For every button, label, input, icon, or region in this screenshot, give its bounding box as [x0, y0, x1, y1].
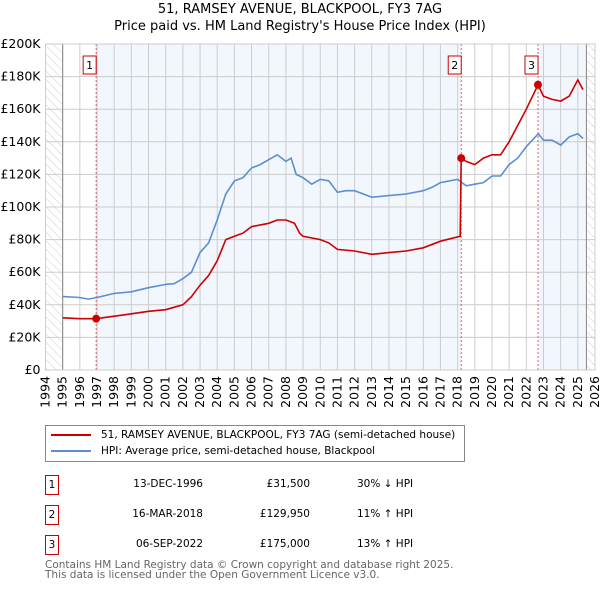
x-tick-label: 2019: [467, 376, 482, 408]
sale-label: 1: [86, 59, 93, 72]
x-tick-label: 2026: [587, 376, 600, 408]
chart-subtitle: Price paid vs. HM Land Registry's House …: [114, 19, 486, 34]
sale-label-box: [524, 55, 539, 75]
sale-price: £175,000: [259, 538, 310, 550]
sale-price: £129,950: [259, 508, 310, 520]
x-tick-label: 2023: [535, 376, 550, 408]
x-tick-label: 2003: [192, 376, 207, 408]
sale-hpi: 30% ↓ HPI: [357, 478, 414, 490]
sale-row: 3 06-SEP-2022 £175,000 13% ↑ HPI: [45, 535, 465, 555]
sale-row: 2 16-MAR-2018 £129,950 11% ↑ HPI: [45, 505, 465, 525]
x-tick-label: 2008: [278, 376, 293, 408]
y-tick-label: £200K: [0, 36, 41, 51]
footer-line2: This data is licensed under the Open Gov…: [45, 569, 380, 581]
y-tick-label: £40K: [8, 297, 41, 312]
x-tick-label: 2001: [158, 376, 173, 408]
sale-label: 2: [451, 59, 458, 72]
x-tick-label: 1996: [72, 376, 87, 408]
y-tick-label: £100K: [0, 199, 41, 214]
y-tick-label: £0: [25, 362, 41, 377]
x-tick-label: 2024: [553, 376, 568, 408]
legend-label-hpi: HPI: Average price, semi-detached house,…: [101, 445, 376, 457]
chart-plot: £0 £20K £40K £60K £80K £100K £120K £140K £160K £1…: [0, 36, 600, 408]
x-tick-label: 2009: [295, 376, 310, 408]
sale-hpi: 11% ↑ HPI: [357, 508, 414, 520]
x-tick-label: 2000: [141, 376, 156, 408]
x-tick-label: 2002: [175, 376, 190, 408]
x-tick-label: 2020: [484, 376, 499, 408]
sale-date: 16-MAR-2018: [132, 508, 203, 520]
legend-label-property: 51, RAMSEY AVENUE, BLACKPOOL, FY3 7AG (s…: [101, 429, 456, 441]
x-tick-label: 2011: [329, 376, 344, 408]
x-tick-label: 1995: [55, 376, 70, 408]
sale-hpi: 13% ↑ HPI: [357, 538, 414, 550]
sale-point: [92, 314, 101, 323]
x-tick-label: 2022: [518, 376, 533, 408]
legend-swatch-hpi: [51, 450, 91, 452]
x-tick-label: 2016: [415, 376, 430, 408]
x-tick-label: 2014: [381, 376, 396, 408]
x-tick-label: 2021: [501, 376, 516, 408]
legend: 51, RAMSEY AVENUE, BLACKPOOL, FY3 7AG (s…: [45, 425, 465, 462]
x-tick-label: 2010: [312, 376, 327, 408]
sale-point: [533, 80, 542, 89]
legend-swatch-property: [51, 434, 91, 436]
plot-border: [45, 43, 596, 371]
x-tick-label: 2025: [570, 376, 585, 408]
x-tick-label: 2018: [450, 376, 465, 408]
x-tick-label: 1997: [89, 376, 104, 408]
footer-line1: Contains HM Land Registry data © Crown c…: [45, 559, 454, 571]
y-tick-label: £120K: [0, 166, 41, 181]
x-tick-label: 2005: [226, 376, 241, 408]
sale-marker: 2: [45, 505, 59, 525]
x-tick-label: 2004: [209, 376, 224, 408]
series-line-hpi: [62, 132, 584, 300]
x-tick-label: 2017: [432, 376, 447, 408]
y-tick-label: £140K: [0, 134, 41, 149]
x-tick-label: 1999: [123, 376, 138, 408]
sale-date: 13-DEC-1996: [133, 478, 203, 490]
y-tick-label: £160K: [0, 101, 41, 116]
y-tick-label: £20K: [8, 329, 41, 344]
sale-marker: 1: [45, 475, 59, 495]
sale-price: £31,500: [266, 478, 310, 490]
x-tick-label: 2013: [364, 376, 379, 408]
sale-label-box: [447, 55, 462, 75]
chart-title: 51, RAMSEY AVENUE, BLACKPOOL, FY3 7AG: [157, 2, 443, 17]
x-tick-label: 2012: [347, 376, 362, 408]
footer: Contains HM Land Registry data © Crown c…: [45, 559, 454, 581]
sale-point: [457, 154, 466, 163]
x-tick-label: 2007: [261, 376, 276, 408]
y-tick-label: £60K: [8, 264, 41, 279]
x-tick-label: 1998: [106, 376, 121, 408]
sale-date: 06-SEP-2022: [135, 538, 203, 550]
y-tick-label: £180K: [0, 69, 41, 84]
series-line-property: [62, 78, 584, 320]
sale-label-box: [82, 55, 97, 75]
sale-marker: 3: [45, 535, 59, 555]
sale-row: 1 13-DEC-1996 £31,500 30% ↓ HPI: [45, 475, 465, 495]
x-tick-label: 1994: [38, 376, 53, 408]
x-tick-label: 2015: [398, 376, 413, 408]
y-tick-label: £80K: [8, 232, 41, 247]
sale-label: 3: [528, 59, 535, 72]
x-tick-label: 2006: [244, 376, 259, 408]
